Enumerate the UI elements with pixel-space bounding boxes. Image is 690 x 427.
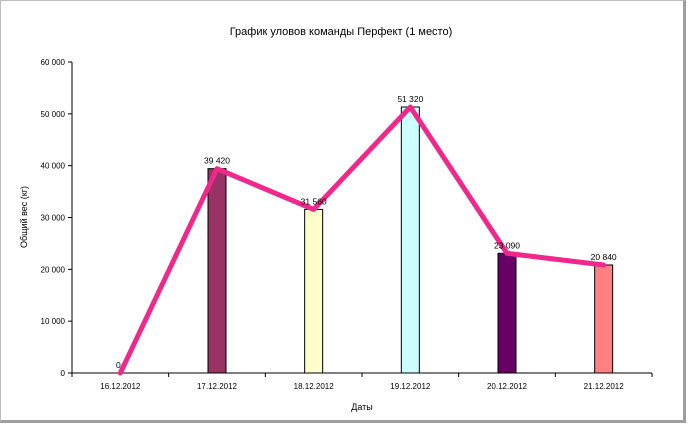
y-tick-label: 30 000 bbox=[41, 214, 66, 223]
x-axis-title: Даты bbox=[351, 402, 373, 412]
x-tick-label: 21.12.2012 bbox=[584, 382, 625, 391]
data-label: 51 320 bbox=[397, 94, 423, 104]
y-tick-label: 10 000 bbox=[41, 317, 66, 326]
bar bbox=[497, 252, 517, 374]
plot-area: 0 10 000 20 000 30 000 40 000 50 000 60 000 16.… bbox=[41, 58, 653, 391]
x-tick-label: 19.12.2012 bbox=[390, 382, 431, 391]
data-label: 20 840 bbox=[591, 252, 617, 262]
y-tick-label: 0 bbox=[61, 369, 66, 378]
y-tick-label: 20 000 bbox=[41, 265, 66, 274]
y-tick-label: 60 000 bbox=[41, 58, 66, 67]
bar bbox=[207, 168, 227, 374]
data-label: 23 090 bbox=[494, 240, 520, 250]
series-line bbox=[117, 104, 607, 376]
bar bbox=[304, 208, 324, 374]
x-tick-label: 16.12.2012 bbox=[100, 382, 141, 391]
x-tick-label: 17.12.2012 bbox=[197, 382, 238, 391]
data-label: 0 bbox=[116, 360, 121, 370]
chart-title: График уловов команды Перфект (1 место) bbox=[230, 26, 453, 38]
x-tick-label: 20.12.2012 bbox=[487, 382, 528, 391]
y-tick-label: 40 000 bbox=[41, 162, 66, 171]
x-tick-label: 18.12.2012 bbox=[294, 382, 335, 391]
y-tick-label: 50 000 bbox=[41, 110, 66, 119]
bar bbox=[400, 106, 420, 374]
bar bbox=[594, 264, 614, 374]
data-label: 39 420 bbox=[204, 156, 230, 166]
y-axis-title: Общий вес (кг) bbox=[19, 186, 29, 248]
data-label: 31 560 bbox=[301, 196, 327, 206]
